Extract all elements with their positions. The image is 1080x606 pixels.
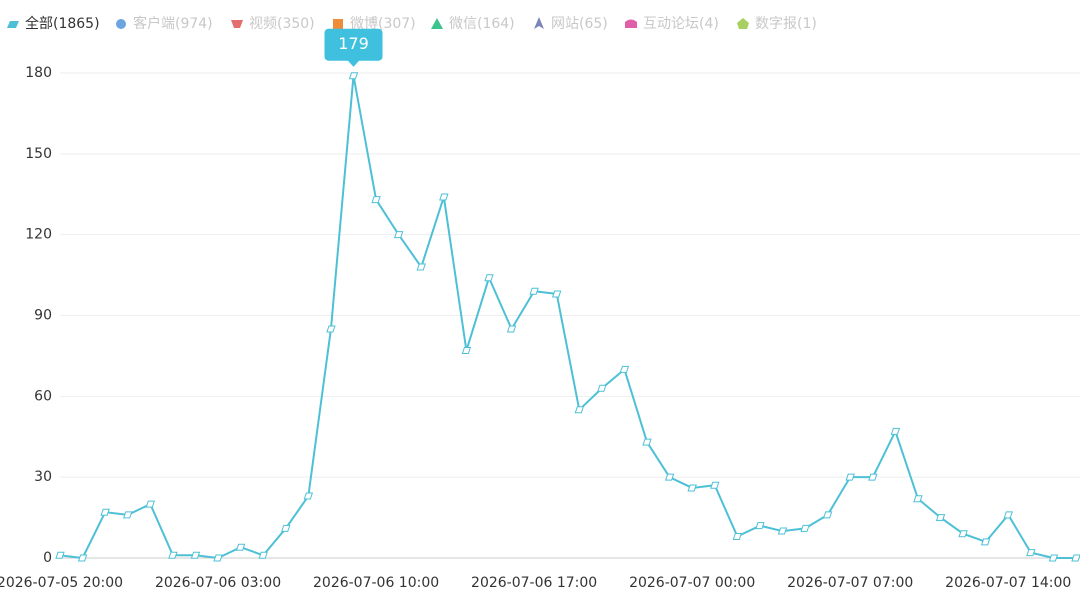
x-tick-label: 2026-07-07 00:00 — [629, 575, 755, 591]
legend-icon[interactable] — [231, 20, 243, 28]
point — [529, 287, 539, 295]
y-tick-label: 150 — [25, 146, 52, 162]
point — [1048, 554, 1059, 562]
point — [371, 196, 381, 204]
point — [326, 325, 336, 333]
legend-icon[interactable] — [116, 19, 126, 29]
point — [439, 193, 449, 201]
y-tick-label: 30 — [34, 469, 52, 485]
tooltip-value: 179 — [338, 34, 369, 53]
y-tick-label: 0 — [43, 550, 52, 566]
point — [484, 274, 494, 282]
tooltip-box — [324, 28, 383, 61]
point — [393, 231, 404, 239]
point — [190, 551, 201, 559]
legend-label[interactable]: 互动论坛(4) — [643, 16, 719, 32]
legend-icon[interactable] — [534, 17, 544, 29]
point — [213, 554, 223, 562]
point — [168, 551, 178, 559]
point — [597, 384, 607, 392]
point — [664, 473, 675, 481]
legend-icon[interactable] — [333, 19, 343, 29]
point — [980, 538, 991, 546]
point — [281, 524, 291, 532]
legend-label[interactable]: 视频(350) — [249, 16, 315, 32]
point — [303, 492, 314, 500]
legend-icon[interactable] — [7, 21, 19, 28]
point — [1071, 554, 1080, 562]
point — [890, 427, 901, 435]
point — [687, 484, 697, 492]
point — [619, 365, 630, 373]
legend-icon[interactable] — [625, 19, 637, 29]
x-tick-label: 2026-07-06 03:00 — [155, 575, 281, 591]
point — [642, 438, 652, 446]
point — [845, 473, 855, 481]
point — [235, 543, 246, 551]
point — [77, 554, 88, 562]
legend-label[interactable]: 网站(65) — [551, 16, 608, 32]
legend-label[interactable]: 微博(307) — [350, 15, 416, 32]
point — [1003, 511, 1013, 519]
x-tick-label: 2026-07-06 17:00 — [471, 575, 597, 591]
point — [348, 72, 359, 80]
legend-label[interactable]: 数字报(1) — [755, 16, 817, 32]
y-tick-label: 90 — [34, 308, 52, 324]
y-tick-label: 60 — [34, 388, 52, 404]
point — [55, 551, 65, 559]
legend-label[interactable]: 全部(1865) — [25, 15, 100, 32]
point — [868, 473, 878, 481]
point — [258, 551, 268, 559]
legend-icon[interactable] — [431, 18, 443, 29]
point — [574, 406, 584, 414]
y-tick-label: 180 — [25, 65, 52, 81]
x-tick-label: 2026-07-07 07:00 — [787, 575, 913, 591]
point — [935, 514, 946, 522]
x-tick-label: 2026-07-05 20:00 — [0, 575, 123, 591]
x-tick-label: 2026-07-06 10:00 — [313, 575, 439, 591]
point — [506, 325, 517, 333]
point — [777, 527, 788, 535]
point — [123, 511, 133, 519]
legend-icon[interactable] — [737, 18, 749, 29]
tooltip-arrow — [347, 60, 360, 67]
point — [755, 522, 765, 530]
point — [461, 347, 472, 355]
y-tick-label: 120 — [25, 227, 52, 243]
legend-label[interactable]: 客户端(974) — [133, 15, 213, 32]
point — [100, 508, 110, 516]
point — [958, 530, 968, 538]
point — [1026, 549, 1036, 557]
point — [416, 263, 426, 271]
legend-label[interactable]: 微信(164) — [449, 16, 515, 32]
point — [822, 511, 833, 519]
point — [732, 532, 743, 540]
line — [59, 75, 1076, 560]
point — [913, 495, 923, 503]
point — [145, 500, 156, 508]
point — [710, 481, 720, 489]
point — [552, 290, 562, 298]
x-tick-label: 2026-07-07 14:00 — [945, 575, 1071, 591]
point — [800, 524, 810, 532]
